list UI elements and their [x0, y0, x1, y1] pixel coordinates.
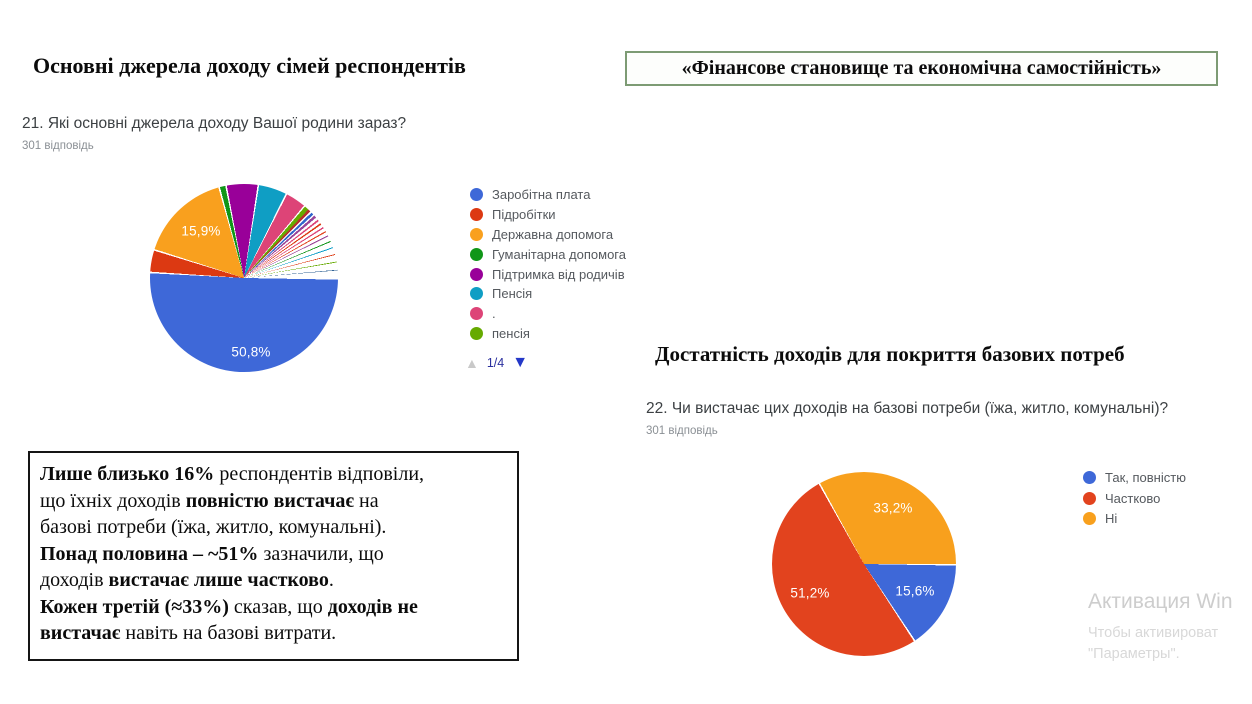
note-text-segment: зазначили, що доходів: [40, 542, 384, 592]
legend-item: .: [470, 304, 626, 324]
legend-item-label: .: [492, 306, 496, 322]
windows-activation-watermark: Активация Win Чтобы активироват "Парамет…: [1088, 590, 1252, 665]
section-title-box: «Фінансове становище та економічна самос…: [625, 51, 1218, 86]
legend-item-label: Пенсія: [492, 286, 533, 302]
note-text-segment: Кожен третій (≈33%): [40, 595, 229, 618]
legend-item-label: пенсія: [492, 325, 530, 341]
watermark-line2: Чтобы активироват: [1088, 625, 1219, 641]
chart2-slice-label-no: 33,2%: [873, 500, 913, 516]
chart2-question: 22. Чи вистачає цих доходів на базові по…: [646, 400, 1169, 417]
watermark-line3: "Параметры".: [1088, 646, 1180, 662]
note-text-segment: на базові потреби (їжа, житло, комунальн…: [40, 489, 387, 539]
chart2-pie[interactable]: 33,2% 51,2% 15,6%: [772, 472, 956, 656]
legend-color-dot: [470, 326, 483, 340]
chart2-legend: Так, повністю Частково Ні: [1083, 467, 1186, 529]
legend-color-dot: [1083, 491, 1096, 505]
watermark-line1: Активация Win: [1088, 590, 1233, 613]
legend-item-label: Державна допомога: [492, 226, 614, 242]
chart1-slice-label-salary: 50,8%: [231, 344, 271, 360]
legend-color-dot: [470, 208, 483, 222]
chart1-question: 21. Які основні джерела доходу Вашої род…: [22, 115, 407, 132]
chart1-response-count: 301 відповідь: [22, 140, 94, 152]
legend-item: пенсія: [470, 324, 626, 344]
legend-item-label: Частково: [1105, 490, 1161, 506]
legend-item: Підтримка від родичів: [470, 264, 626, 284]
note-text-segment: Понад половина – ~51%: [40, 542, 259, 565]
note-text-segment: доходів не вистачає: [40, 595, 418, 645]
legend-color-dot: [470, 227, 483, 241]
legend-color-dot: [470, 307, 483, 321]
section-title-text: «Фінансове становище та економічна самос…: [681, 57, 1162, 79]
legend-color-dot: [470, 287, 483, 301]
note-text-segment: вистачає лише частково: [108, 569, 329, 591]
legend-item: Гуманітарна допомога: [470, 244, 626, 264]
legend-color-dot: [1083, 470, 1096, 484]
legend-color-dot: [470, 247, 483, 261]
note-text-segment: навіть на базові витрати.: [120, 622, 337, 644]
legend-item: Державна допомога: [470, 225, 626, 245]
chart2-slice-label-yes: 15,6%: [895, 583, 935, 599]
legend-item-label: Підробітки: [492, 207, 556, 223]
chart1-legend-pager: ▲ 1/4 ▼: [465, 354, 528, 372]
legend-item: Ні: [1083, 508, 1186, 529]
legend-color-dot: [1083, 512, 1096, 526]
chart1-slice-label-state-aid: 15,9%: [181, 223, 221, 239]
legend-item-label: Підтримка від родичів: [492, 266, 625, 282]
note-text-segment: респондентів відповіли, що їхніх доходів: [40, 463, 425, 512]
legend-page-up-icon[interactable]: ▲: [465, 355, 479, 371]
legend-page-down-icon[interactable]: ▼: [512, 354, 529, 371]
legend-item: Підробітки: [470, 205, 626, 225]
analysis-note-box: Лише близько 16% респондентів відповіли,…: [28, 451, 519, 661]
note-text-segment: сказав, що: [228, 595, 328, 618]
note-text-segment: .: [328, 569, 334, 591]
legend-page-indicator: 1/4: [486, 356, 505, 370]
legend-item: Заробітна плата: [470, 185, 626, 205]
chart1-pie[interactable]: 50,8% 15,9%: [150, 184, 338, 372]
section2-title: Достатність доходів для покриття базових…: [655, 342, 1125, 366]
note-text-segment: Лише близько 16%: [40, 463, 215, 485]
chart1-legend: Заробітна плата Підробітки Державна допомо…: [470, 185, 626, 343]
note-text-segment: повністю вистачає: [185, 489, 355, 512]
legend-color-dot: [470, 188, 483, 202]
page-title: Основні джерела доходу сімей респонденті…: [33, 53, 466, 78]
legend-item-label: Гуманітарна допомога: [492, 246, 626, 262]
legend-item-label: Так, повністю: [1105, 469, 1186, 485]
legend-color-dot: [470, 267, 483, 281]
chart2-slice-label-partly: 51,2%: [790, 585, 830, 601]
legend-item-label: Ні: [1105, 511, 1118, 527]
legend-item: Пенсія: [470, 284, 626, 304]
legend-item-label: Заробітна плата: [492, 187, 591, 203]
legend-item: Так, повністю: [1083, 467, 1186, 488]
legend-item: Частково: [1083, 488, 1186, 509]
chart2-response-count: 301 відповідь: [646, 425, 718, 437]
